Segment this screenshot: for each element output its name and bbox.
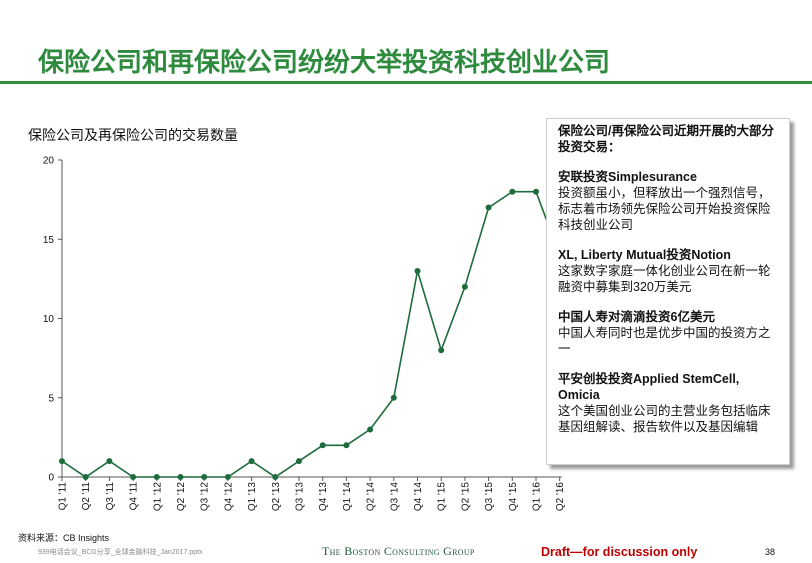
data-point [296,458,302,465]
callout-item-title: 中国人寿对滴滴投资6亿美元 [558,310,715,324]
source-note: 资料来源：CB Insights [18,533,110,543]
callout-item-china-life: 中国人寿对滴滴投资6亿美元 中国人寿同时也是优步中国的投资方之一 [558,309,777,357]
callout-item-title: 安联投资Simplesurance [558,170,697,184]
x-tick-label: Q2 '11 [81,482,92,511]
x-tick-label: Q4 '13 [318,482,329,512]
x-tick-label: Q2 '16 [555,482,566,512]
x-tick-label: Q3 '14 [389,482,400,512]
file-name: 939电话会议_BCG分享_全球金融科技_Jan2017.pptx [38,549,203,556]
data-point [248,458,255,465]
data-point [224,474,231,480]
data-point [153,474,160,480]
x-tick-label: Q1 '16 [532,482,543,512]
x-tick-label: Q1 '13 [247,482,258,512]
y-tick-label: 0 [48,473,54,484]
x-tick-label: Q3 '13 [295,482,306,512]
page-title: 保险公司和再保险公司纷纷大举投资科技创业公司 [38,47,611,77]
callout-item-allianz: 安联投资Simplesurance 投资额虽小，但释放出一个强烈信号，标志着市场… [558,169,777,233]
data-point [485,204,492,211]
y-tick-label: 5 [48,393,54,404]
x-tick-label: Q2 '14 [366,482,377,512]
page-number: 38 [765,547,776,557]
x-tick-label: Q2 '12 [176,482,187,512]
chart-title: 保险公司及再保险公司的交易数量 [28,127,238,143]
data-point [343,442,350,449]
data-point [367,426,374,433]
callout-heading: 保险公司/再保险公司近期开展的大部分投资交易： [558,124,774,154]
callout-item-text: 这个美国创业公司的主营业务包括临床基因组解读、报告软件以及基因编辑 [558,404,771,434]
x-tick-label: Q4 '11 [129,482,140,511]
callout-item-text: 投资额虽小，但释放出一个强烈信号，标志着市场领先保险公司开始投资保险科技创业公司 [558,186,771,232]
x-tick-label: Q1 '14 [342,482,353,512]
x-tick-label: Q4 '12 [223,482,234,512]
draft-notice: Draft—for discussion only [541,545,698,559]
x-tick-label: Q2 '13 [271,482,282,512]
data-point [533,188,539,195]
data-point [59,458,65,465]
data-point [201,474,208,480]
callout-item-text: 中国人寿同时也是优步中国的投资方之一 [558,326,771,356]
x-tick-label: Q2 '15 [460,482,471,512]
y-tick-label: 10 [43,314,55,325]
data-point [461,283,468,290]
x-tick-label: Q3 '11 [105,482,116,511]
data-point [438,347,445,354]
data-point [319,442,326,449]
data-point [509,188,516,195]
data-point [414,267,421,274]
x-tick-label: Q1 '11 [58,482,69,511]
brand-logo-text: The Boston Consulting Group [322,544,475,558]
y-tick-label: 20 [43,156,55,167]
data-point [272,474,279,480]
callout-item-title: XL, Liberty Mutual投资Notion [558,248,731,262]
callout-item-ping-an: 平安创投投资Applied StemCell, Omicia 这个美国创业公司的… [558,371,777,435]
series-line [61,190,561,478]
callout-item-xl-liberty: XL, Liberty Mutual投资Notion 这家数字家庭一体化创业公司… [558,247,777,295]
title-divider [0,81,812,84]
deals-callout-box: 保险公司/再保险公司近期开展的大部分投资交易： 安联投资Simplesuranc… [546,118,790,465]
data-point [390,394,397,401]
y-tick-label: 15 [43,235,55,246]
data-point [82,474,89,480]
x-tick-label: Q4 '15 [508,482,519,512]
x-tick-label: Q3 '15 [484,482,495,512]
x-tick-label: Q1 '12 [152,482,163,512]
data-point [130,474,137,480]
callout-item-title: 平安创投投资Applied StemCell, Omicia [558,372,740,402]
callout-item-text: 这家数字家庭一体化创业公司在新一轮融资中募集到320万美元 [558,264,771,294]
data-point [177,474,184,480]
x-tick-label: Q4 '14 [413,482,424,512]
x-tick-label: Q3 '12 [200,482,211,512]
x-tick-label: Q1 '15 [437,482,448,512]
data-point [106,458,113,465]
